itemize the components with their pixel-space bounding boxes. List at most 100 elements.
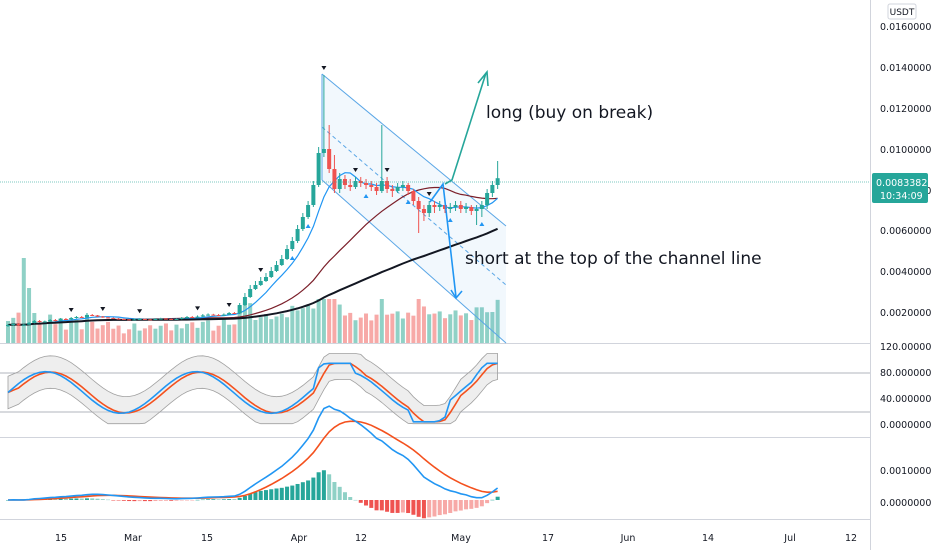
sell-marker [384,168,390,172]
date-tick-label: Apr [291,533,308,544]
macd-histogram-bar [69,498,74,500]
candle-body [127,319,132,321]
macd-histogram-bar [190,500,195,501]
volume-bar [490,312,495,343]
trend-arrows[interactable] [429,69,489,300]
macd-histogram-bar [400,500,405,513]
volume-bar [42,322,47,343]
volume-bar [406,312,411,343]
volume-bar [232,324,237,343]
date-tick-label: 12 [845,533,857,544]
stoch-tick-label: 40.0000000 [880,394,932,405]
volume-bar [395,311,400,343]
time-axis[interactable]: 15 Mar 15 Apr 12 May 17 Jun 14 Jul 12 [55,533,857,544]
candle-body [16,324,21,326]
volume-bar [158,325,163,343]
macd-histogram-bar [121,500,126,501]
candle-body [432,205,437,207]
macd-histogram-bar [227,499,232,500]
candle-body [79,317,84,318]
macd-histogram-bar [185,500,190,501]
candle-body [406,185,411,191]
volume-bar [6,321,10,343]
candle-body [269,271,274,277]
volume-bar [337,304,342,343]
candle-body [216,315,221,316]
volume-bar [100,325,105,343]
volume-bar [290,305,295,343]
candle-body [53,320,58,321]
volume-bar [300,308,305,343]
candle-body [69,318,74,320]
current-price-badge [872,173,928,203]
currency-unit-label: USDT [890,8,915,18]
candle-body [395,187,400,191]
currency-unit-box[interactable] [887,3,917,20]
macd-histogram-bar [442,500,447,515]
volume-bar [127,329,132,343]
volume-bar [200,321,205,343]
macd-histogram-bar [63,498,68,500]
candle-body [74,317,79,318]
macd-histogram-bar [274,488,279,500]
candle-body [211,314,216,316]
volume-bar [442,318,447,343]
candle-body [374,187,379,191]
long-arrow-head [477,69,489,87]
volume-bar [390,313,395,343]
volume-bar [321,299,326,343]
candle-body [311,185,316,205]
volume-bar [253,320,258,343]
macd-histogram-bar [248,493,253,500]
volume-bar [11,317,16,343]
volume-bar [369,320,374,343]
macd-histogram-bar [285,486,290,500]
macd-histogram-bar [142,500,147,502]
volume-bar [53,324,58,343]
candle-body [348,185,353,187]
candle-body [416,201,421,209]
macd-histogram-bar [348,497,353,500]
sell-marker [100,307,106,311]
macd-histogram-bar [206,499,211,500]
macd-histogram-bar [369,500,374,508]
candle-body [474,209,479,211]
volume-bar [263,314,268,343]
macd-histogram-bar [411,500,416,515]
volume-bar [221,319,226,343]
volume-bar [174,324,179,343]
macd-histogram-bar [163,500,168,501]
candle-body [495,178,500,185]
candle-body [411,191,416,201]
candle-body [6,325,10,326]
macd-histogram-bar [306,480,311,500]
buy-marker [289,256,295,260]
candle-body [253,285,258,289]
macd-histogram-bar [253,492,258,500]
macd-histogram-bar [137,500,142,502]
candle-body [390,189,395,191]
macd-histogram-bar [132,500,137,502]
candle-body [364,183,369,185]
macd-histogram-bar [237,497,242,500]
volume-bar [400,318,405,343]
volume-bar [132,323,137,343]
volume-bar [58,318,63,343]
macd-histogram-bar [290,485,295,500]
candle-body [84,315,89,318]
macd-histogram-bar [490,499,495,501]
macd-histogram-bar [458,500,463,511]
sell-marker [226,303,232,307]
volume-bar [437,311,442,343]
volume-bar [332,299,337,343]
candle-body [421,209,426,213]
descending-channel[interactable] [321,73,507,344]
candle-body [469,207,474,211]
candle-body [221,314,226,316]
macd-histogram-bar [111,500,116,501]
short-path-line [429,181,457,298]
macd-histogram-bar [106,499,111,501]
volume-bar [432,313,437,343]
sell-marker [68,308,74,312]
